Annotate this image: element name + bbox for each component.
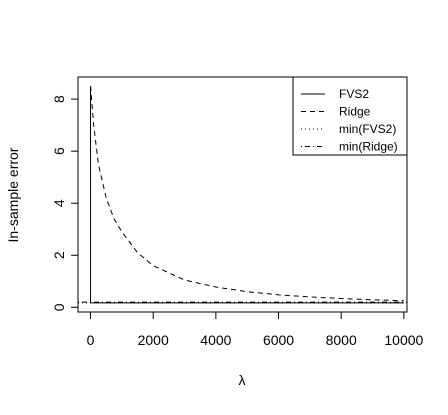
legend-box — [292, 76, 408, 156]
x-tick-label: 8000 — [326, 332, 357, 348]
legend-label: FVS2 — [339, 87, 369, 101]
x-tick-label: 2000 — [138, 332, 169, 348]
legend-label: min(Ridge) — [339, 140, 398, 154]
y-tick-label: 6 — [51, 147, 67, 155]
x-tick-label: 6000 — [263, 332, 294, 348]
y-tick-label: 0 — [51, 303, 67, 311]
legend-label: min(FVS2) — [339, 122, 396, 136]
y-tick-label: 4 — [51, 199, 67, 207]
y-axis-label: In-sample error — [5, 147, 21, 242]
x-tick-label: 10000 — [384, 332, 423, 348]
series-line — [90, 86, 404, 302]
y-tick-label: 2 — [51, 251, 67, 259]
x-axis-label: λ — [239, 372, 246, 388]
x-tick-label: 0 — [87, 332, 95, 348]
legend-label: Ridge — [339, 105, 371, 119]
x-tick-label: 4000 — [200, 332, 231, 348]
y-tick-label: 8 — [51, 95, 67, 103]
